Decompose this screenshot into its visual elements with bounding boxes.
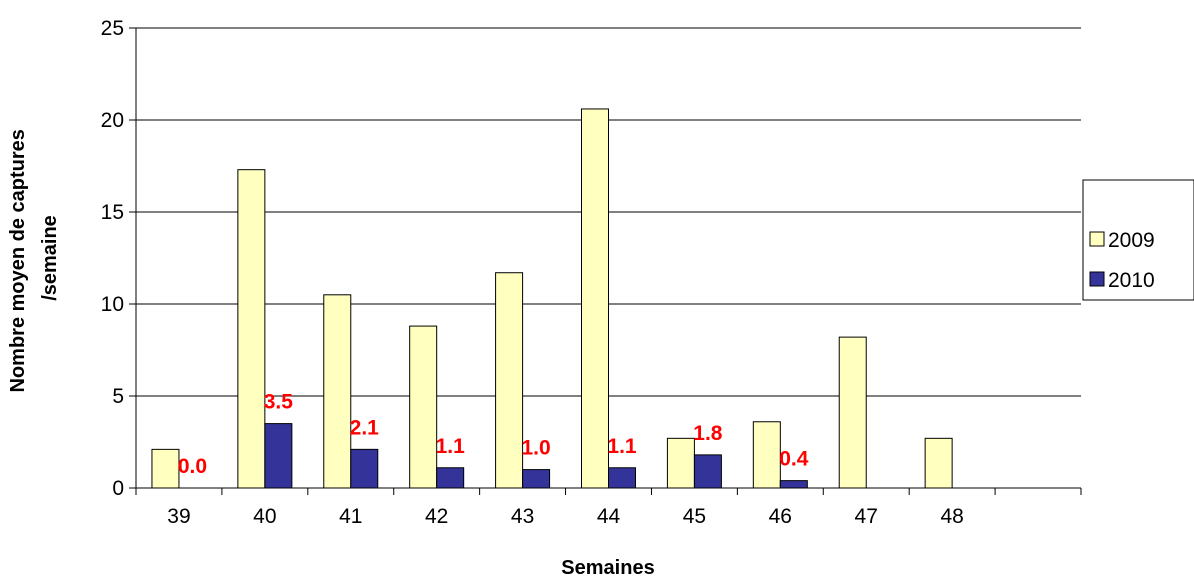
legend-label-2010: 2010 bbox=[1108, 269, 1155, 292]
axes bbox=[129, 27, 1082, 495]
bar-2009-46 bbox=[752, 421, 781, 489]
bar-2010-46 bbox=[779, 480, 808, 489]
bar-2010-41 bbox=[350, 448, 379, 489]
x-tick-label-40: 40 bbox=[253, 505, 276, 528]
legend-swatch-2010 bbox=[1089, 271, 1105, 287]
x-tick-label-41: 41 bbox=[339, 505, 362, 528]
x-tick-label-47: 47 bbox=[855, 505, 878, 528]
bar-2010-42 bbox=[436, 467, 465, 489]
bar-2009-41 bbox=[323, 294, 352, 489]
bar-2009-42 bbox=[409, 325, 438, 489]
x-tick-label-48: 48 bbox=[940, 505, 963, 528]
x-tick-label-44: 44 bbox=[597, 505, 621, 528]
x-tick-label-45: 45 bbox=[683, 505, 706, 528]
y-axis-title-line-1: Nombre moyen de captures bbox=[7, 129, 29, 392]
data-label-2010-43: 1.0 bbox=[521, 437, 550, 460]
bar-2009-48 bbox=[924, 437, 953, 489]
x-axis-title: Semaines bbox=[561, 557, 654, 579]
legend: 2009 2010 bbox=[1082, 179, 1194, 301]
data-labels: 0.0 3.5 2.1 1.1 1.0 1.1 1.8 0.4 bbox=[178, 391, 809, 478]
x-tick-label-39: 39 bbox=[167, 505, 190, 528]
bar-2009-47 bbox=[838, 336, 867, 489]
legend-label-2009: 2009 bbox=[1108, 229, 1155, 252]
y-tick-label-10: 10 bbox=[101, 293, 124, 316]
data-label-2010-46: 0.4 bbox=[779, 448, 809, 471]
y-tick-label-5: 5 bbox=[112, 385, 124, 408]
data-label-2010-39: 0.0 bbox=[178, 455, 207, 478]
data-label-2010-41: 2.1 bbox=[350, 416, 380, 439]
x-tick-label-42: 42 bbox=[425, 505, 448, 528]
bar-2010-44 bbox=[608, 467, 636, 489]
bars bbox=[151, 108, 953, 489]
bar-2010-45 bbox=[693, 454, 722, 489]
legend-swatch-2009 bbox=[1089, 231, 1105, 247]
data-label-2010-45: 1.8 bbox=[693, 422, 723, 445]
y-tick-label-25: 25 bbox=[101, 17, 124, 40]
y-axis-title-line-2: /semaine bbox=[39, 215, 61, 301]
y-axis-title: Nombre moyen de captures /semaine bbox=[7, 124, 61, 393]
bar-2009-45 bbox=[666, 437, 695, 489]
data-label-2010-44: 1.1 bbox=[607, 435, 637, 458]
y-tick-label-15: 15 bbox=[101, 201, 124, 224]
data-label-2010-40: 3.5 bbox=[264, 391, 294, 414]
data-label-2010-42: 1.1 bbox=[436, 435, 466, 458]
bar-2009-39 bbox=[151, 448, 180, 489]
bar-2009-43 bbox=[495, 272, 524, 489]
bar-2009-40 bbox=[237, 169, 266, 489]
bar-2010-40 bbox=[264, 423, 293, 489]
tick-labels: 0 5 10 15 20 25 39 40 41 42 43 44 45 46 47 48 bbox=[101, 17, 964, 528]
y-tick-label-20: 20 bbox=[101, 109, 124, 132]
x-tick-label-46: 46 bbox=[769, 505, 792, 528]
y-tick-label-0: 0 bbox=[112, 477, 124, 500]
bar-2010-43 bbox=[522, 469, 551, 489]
x-tick-label-43: 43 bbox=[511, 505, 534, 528]
bar-2009-44 bbox=[581, 108, 609, 489]
